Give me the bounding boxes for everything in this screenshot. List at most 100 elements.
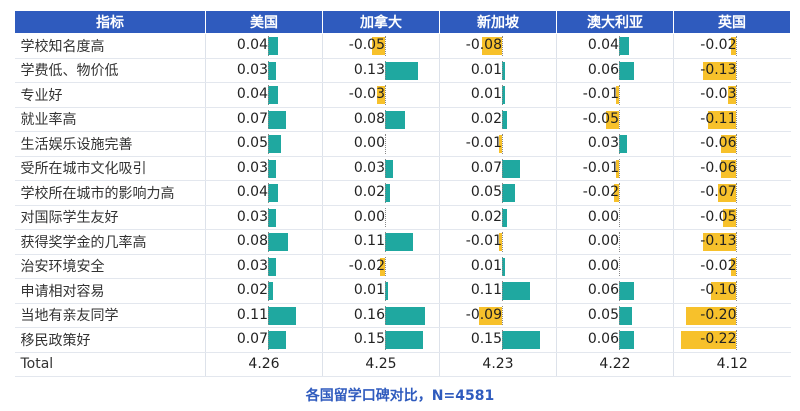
zero-axis-line (268, 256, 269, 276)
value-label: -0.22 (700, 331, 737, 347)
zero-axis-line (268, 281, 269, 301)
value-label: -0.02 (582, 184, 619, 200)
indicator-label: 受所在城市文化吸引 (14, 156, 206, 181)
value-label: 0.00 (353, 208, 385, 225)
value-bar (268, 184, 279, 202)
value-cell: -0.01 (556, 156, 674, 181)
zero-axis-line (502, 305, 503, 325)
value-label: -0.05 (700, 208, 737, 225)
value-label: 0.01 (470, 61, 502, 78)
value-bar (703, 233, 736, 251)
value-cell: 0.07 (205, 107, 323, 132)
value-label: -0.20 (700, 306, 737, 323)
value-cell: 0.03 (322, 156, 440, 181)
zero-axis-line (736, 60, 737, 80)
value-cell: -0.13 (673, 229, 791, 255)
value-cell: -0.02 (673, 254, 791, 279)
value-cell: 0.06 (556, 327, 674, 353)
value-bar (499, 135, 502, 153)
value-bar (268, 233, 289, 251)
value-label: -0.11 (700, 110, 737, 127)
comparison-table: 指标 美国 加拿大 新加坡 澳大利亚 英国 学校知名度高 0.04 -0.05 -0.08 0.0… (14, 10, 791, 377)
value-label: 0.03 (236, 208, 268, 225)
zero-axis-line (619, 158, 620, 178)
zero-axis-line (268, 305, 269, 325)
zero-axis-line (736, 207, 737, 227)
value-cell: 0.03 (205, 254, 323, 279)
zero-axis-line (385, 232, 386, 252)
value-cell: 0.00 (556, 205, 674, 230)
header-country: 加拿大 (322, 10, 440, 34)
value-bar (730, 257, 736, 276)
value-label: 0.04 (236, 86, 268, 102)
value-bar (268, 282, 274, 300)
value-bar (502, 184, 515, 202)
zero-axis-line (619, 60, 620, 80)
zero-axis-line (268, 109, 269, 129)
value-bar (502, 110, 508, 129)
value-label: 0.02 (236, 282, 268, 298)
table-row: 学校所在城市的影响力高 0.04 0.02 0.05 -0.02 -0.07 (14, 180, 791, 206)
value-label: 0.11 (470, 282, 502, 298)
value-bar (613, 184, 619, 202)
value-label: 0.00 (587, 257, 619, 274)
zero-axis-line (502, 207, 503, 227)
header-indicator: 指标 (14, 10, 206, 34)
value-cell: 0.11 (205, 303, 323, 328)
zero-axis-line (619, 281, 620, 301)
value-bar (502, 61, 505, 80)
value-bar (385, 110, 406, 129)
value-label: 0.08 (236, 233, 268, 249)
value-bar (481, 37, 502, 55)
value-label: -0.01 (582, 159, 619, 176)
zero-axis-line (268, 85, 269, 105)
indicator-label: 专业好 (14, 82, 206, 108)
value-label: 0.07 (236, 331, 268, 347)
zero-axis-line (268, 183, 269, 203)
table-row: 申请相对容易 0.02 0.01 0.11 0.06 -0.10 (14, 278, 791, 304)
table-row: 治安环境安全 0.03 -0.02 0.01 0.00 -0.02 (14, 254, 791, 279)
table-row: 受所在城市文化吸引 0.03 0.03 0.07 -0.01 -0.06 (14, 156, 791, 181)
value-label: 0.13 (353, 61, 385, 78)
indicator-label: 当地有亲友同学 (14, 303, 206, 328)
value-label: 0.05 (470, 184, 502, 200)
value-label: -0.03 (348, 86, 385, 102)
value-label: 0.15 (470, 331, 502, 347)
value-cell: -0.03 (322, 82, 440, 108)
zero-axis-line (736, 134, 737, 154)
indicator-label: 申请相对容易 (14, 278, 206, 304)
value-bar (718, 184, 736, 202)
value-cell: 0.02 (439, 107, 557, 132)
indicator-label: 治安环境安全 (14, 254, 206, 279)
value-label: 0.00 (587, 208, 619, 225)
value-label: -0.13 (700, 61, 737, 78)
zero-axis-line (268, 36, 269, 56)
value-cell: 0.01 (322, 278, 440, 304)
value-bar (703, 61, 736, 80)
zero-axis-line (268, 207, 269, 227)
value-bar (385, 306, 426, 325)
value-cell: -0.01 (556, 82, 674, 108)
table-row: 移民政策好 0.07 0.15 0.15 0.06 -0.22 (14, 327, 791, 353)
table-body: 学校知名度高 0.04 -0.05 -0.08 0.04 -0.02 学费低、物价低 0.03… (14, 33, 791, 377)
value-cell: -0.03 (673, 82, 791, 108)
value-cell: -0.09 (439, 303, 557, 328)
value-cell: -0.11 (673, 107, 791, 132)
value-label: 0.04 (587, 37, 619, 53)
header-row: 指标 美国 加拿大 新加坡 澳大利亚 英国 (14, 10, 791, 34)
value-bar (268, 208, 276, 227)
value-bar (708, 110, 736, 129)
value-label: 0.06 (587, 331, 619, 347)
value-label: 0.05 (587, 306, 619, 323)
value-bar (619, 282, 635, 300)
value-cell: 0.11 (439, 278, 557, 304)
value-label: -0.13 (700, 233, 737, 249)
value-cell: 0.11 (322, 229, 440, 255)
indicator-label: 学校所在城市的影响力高 (14, 180, 206, 206)
total-value: 4.23 (439, 351, 557, 377)
zero-axis-line (502, 60, 503, 80)
zero-axis-line (502, 183, 503, 203)
indicator-label: 生活娱乐设施完善 (14, 131, 206, 157)
total-row: Total 4.26 4.25 4.23 4.22 4.12 (14, 351, 791, 377)
value-bar (720, 159, 736, 178)
